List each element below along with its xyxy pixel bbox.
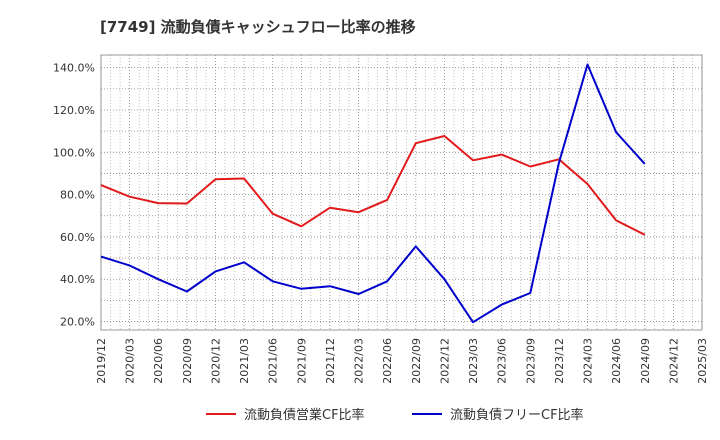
x-tick-label: 2021/09 [295, 338, 308, 384]
y-tick-label: 140.0% [53, 62, 95, 75]
x-tick-label: 2022/12 [438, 338, 451, 384]
y-tick-label: 60.0% [60, 231, 95, 244]
x-tick-label: 2020/12 [209, 338, 222, 384]
x-tick-label: 2019/12 [95, 338, 108, 384]
y-tick-label: 100.0% [53, 146, 95, 159]
x-tick-label: 2024/12 [667, 338, 680, 384]
chart-title: [7749] 流動負債キャッシュフロー比率の推移 [100, 18, 416, 36]
x-tick-label: 2022/03 [353, 338, 366, 384]
series-line-1 [100, 135, 646, 236]
legend: 流動負債営業CF比率 流動負債フリーCF比率 [206, 407, 584, 423]
y-tick-label: 80.0% [60, 189, 95, 202]
x-tick-label: 2025/03 [696, 338, 709, 384]
x-tick-label: 2021/12 [324, 338, 337, 384]
legend-label-1: 流動負債営業CF比率 [244, 407, 365, 423]
x-tick-label: 2024/09 [639, 338, 652, 384]
x-tick-label: 2021/06 [267, 338, 280, 384]
x-tick-label: 2020/06 [152, 338, 165, 384]
series-line-2 [100, 63, 646, 324]
x-tick-label: 2023/09 [524, 338, 537, 384]
x-tick-label: 2020/03 [124, 338, 137, 384]
x-tick-label: 2023/03 [467, 338, 480, 384]
x-tick-label: 2023/06 [496, 338, 509, 384]
y-tick-label: 120.0% [53, 104, 95, 117]
x-tick-label: 2020/09 [181, 338, 194, 384]
x-tick-label: 2023/12 [553, 338, 566, 384]
x-tick-label: 2024/03 [582, 338, 595, 384]
x-tick-label: 2024/06 [610, 338, 623, 384]
legend-label-2: 流動負債フリーCF比率 [450, 407, 584, 423]
x-tick-label: 2022/06 [381, 338, 394, 384]
plot-area: 20.0% 40.0% 60.0% 80.0% 100.0% 120.0% 140.0% 20… [53, 54, 709, 384]
x-tick-label: 2022/09 [410, 338, 423, 384]
y-tick-label: 40.0% [60, 273, 95, 286]
x-tick-label: 2021/03 [238, 338, 251, 384]
y-tick-label: 20.0% [60, 316, 95, 329]
